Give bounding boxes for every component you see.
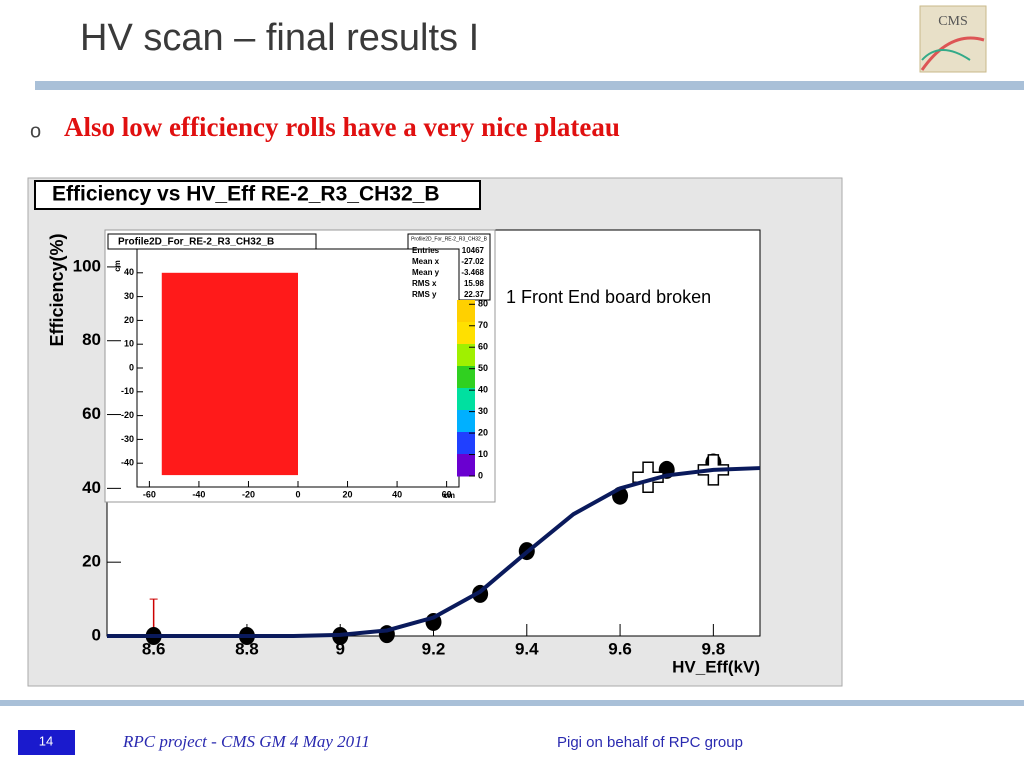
footer-right: Pigi on behalf of RPC group [557,734,743,751]
y-tick-label: 40 [82,478,101,497]
y-tick-label: 20 [82,552,101,571]
y-tick-label: -40 [121,458,134,468]
stats-value: 15.98 [464,279,485,288]
x-tick-label: 60 [442,489,452,499]
z-tick-label: 30 [478,406,488,416]
footer-rule [0,700,1024,706]
colorbar-band [457,322,475,345]
stats-value: 10467 [462,246,485,255]
x-tick-label: 8.6 [142,639,166,658]
x-tick-label: 9.2 [422,639,446,658]
x-tick-label: -20 [242,489,255,499]
x-tick-label: -60 [143,489,156,499]
stats-title: Profile2D_For_RE-2_R3_CH32_B [411,236,488,242]
y-tick-label: 30 [124,291,134,301]
colorbar-band [457,388,475,411]
y-tick-label: 100 [73,256,101,275]
colorbar-band [457,344,475,367]
y-tick-label: 20 [124,315,134,325]
x-axis-label: HV_Eff(kV) [672,657,760,676]
chart-title-box [34,180,481,210]
chart-title: Efficiency vs HV_Eff RE-2_R3_CH32_B [52,183,440,206]
stats-name: Mean y [412,268,440,277]
colorbar-band [457,454,475,477]
y-tick-label: 80 [82,330,101,349]
y-axis-label: Efficiency(%) [47,233,67,346]
title-rule [35,81,1024,90]
heatmap-region [161,272,298,476]
annotation: 1 Front End board broken [506,287,711,307]
slide-title: HV scan – final results I [80,17,479,59]
z-tick-label: 60 [478,342,488,352]
logo-art [921,49,971,61]
y-tick-label: 40 [124,267,134,277]
x-tick-label: 40 [392,489,402,499]
z-tick-label: 70 [478,320,488,330]
x-tick-label: 9.4 [515,639,539,658]
footer-left: RPC project - CMS GM 4 May 2011 [122,732,370,751]
z-tick-label: 50 [478,363,488,373]
y-tick-label: 0 [92,625,101,644]
y-axis-label: cm [113,260,122,272]
x-tick-label: -40 [192,489,205,499]
logo-text: CMS [938,14,968,29]
y-tick-label: 10 [124,339,134,349]
bullet-text: Also low efficiency rolls have a very ni… [64,112,620,142]
x-tick-label: 0 [295,489,300,499]
y-tick-label: -10 [121,386,134,396]
z-tick-label: 20 [478,427,488,437]
y-tick-label: 60 [82,404,101,423]
z-tick-label: 80 [478,299,488,309]
z-tick-label: 40 [478,385,488,395]
stats-value: -3.468 [461,268,484,277]
inset-title: Profile2D_For_RE-2_R3_CH32_B [118,237,274,248]
colorbar-band [457,366,475,389]
colorbar-band [457,410,475,433]
x-tick-label: 9 [335,639,344,658]
stats-name: Mean x [412,257,440,266]
colorbar-band [457,300,475,323]
x-tick-label: 9.6 [608,639,632,658]
x-tick-label: 9.8 [702,639,726,658]
y-tick-label: -20 [121,410,134,420]
colorbar-band [457,432,475,455]
y-tick-label: 0 [129,362,134,372]
stats-value: 22.37 [464,290,485,299]
logo-art [920,36,985,71]
bullet-marker: o [30,120,41,142]
fit-line [107,466,761,638]
y-tick-label: -30 [121,434,134,444]
data-cross [632,461,664,494]
stats-name: Entries [412,246,440,255]
stats-name: RMS x [412,279,437,288]
page-number: 14 [39,733,53,748]
stats-name: RMS y [412,290,437,299]
x-tick-label: 20 [343,489,353,499]
stats-value: -27.02 [461,257,484,266]
page-number-box [18,730,75,755]
x-tick-label: 8.8 [235,639,259,658]
z-tick-label: 10 [478,449,488,459]
z-tick-label: 0 [478,470,483,480]
x-axis-label: cm [443,491,455,500]
